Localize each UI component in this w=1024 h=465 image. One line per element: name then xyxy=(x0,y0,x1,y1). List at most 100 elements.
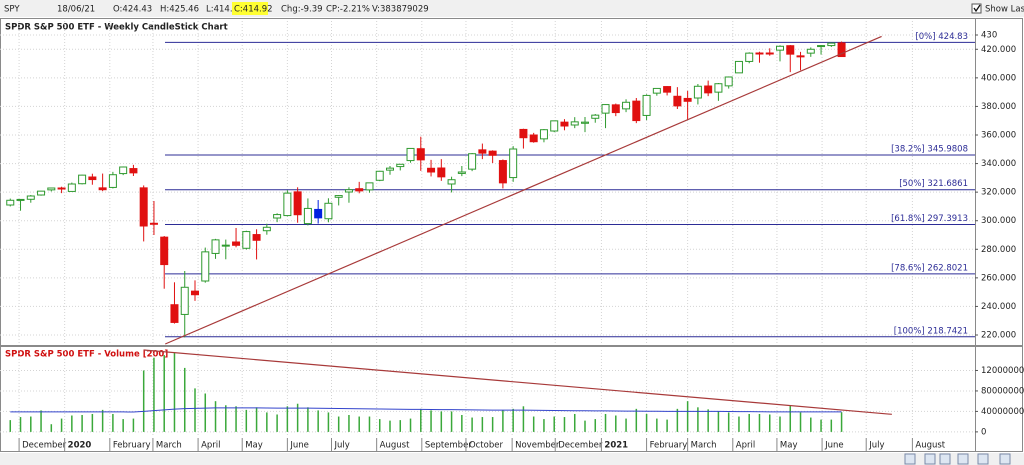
fib-label: [100%] 218.7421 xyxy=(894,326,968,336)
x-tick-label: April xyxy=(736,441,755,451)
x-tick-label: May xyxy=(780,441,798,451)
candle-body xyxy=(498,160,507,184)
y-tick-label: 220.000 xyxy=(981,331,1016,341)
volume-bar xyxy=(19,417,22,432)
close: C:414.92 xyxy=(234,5,273,15)
volume-bar xyxy=(204,393,207,432)
toolbar-button[interactable] xyxy=(939,453,951,465)
price-panel xyxy=(0,18,1023,346)
volume-bar xyxy=(60,418,63,432)
candle-body xyxy=(817,45,826,48)
volume-bar xyxy=(245,409,248,432)
volume-bar xyxy=(799,412,802,432)
volume-bar xyxy=(91,413,94,432)
y-tick-label: 320.000 xyxy=(981,188,1016,198)
candle-body xyxy=(734,60,743,74)
candle-body xyxy=(160,236,169,266)
volume-bar xyxy=(666,419,668,432)
candle-body xyxy=(776,45,784,51)
candle-body xyxy=(581,121,589,124)
candle-body xyxy=(262,226,271,232)
x-tick-label: March xyxy=(156,441,182,451)
candle-body xyxy=(344,189,353,193)
candle-body xyxy=(334,195,343,198)
volume-bar xyxy=(481,417,484,432)
x-tick-label: November xyxy=(515,441,560,451)
candle-body xyxy=(704,85,713,94)
candle-body xyxy=(98,187,107,191)
toolbar-button[interactable] xyxy=(977,453,989,465)
date: 18/06/21 xyxy=(57,5,95,15)
candle-body xyxy=(663,86,672,93)
y-tick-label: 0 xyxy=(981,427,986,437)
candle-body xyxy=(478,149,487,154)
candle-body xyxy=(88,176,97,181)
fib-label: [61.8%] 297.3913 xyxy=(891,214,968,224)
volume-bar xyxy=(645,413,648,432)
volume-bar xyxy=(563,417,566,432)
high: H:425.46 xyxy=(160,5,199,15)
candle-body xyxy=(806,48,815,54)
show-last-label[interactable]: Show Last xyxy=(985,5,1024,15)
candle-body xyxy=(191,290,199,296)
candle-body xyxy=(683,97,692,102)
volume-panel xyxy=(0,346,1023,452)
candle-body xyxy=(622,101,631,110)
candle-body xyxy=(365,182,374,191)
show-last-checkbox[interactable] xyxy=(971,3,982,14)
volume-bar xyxy=(358,416,360,432)
candle-body xyxy=(560,121,569,127)
volume-bar xyxy=(430,410,432,432)
candle-body xyxy=(539,129,548,140)
toolbar-button[interactable] xyxy=(999,453,1011,465)
volume-bar xyxy=(153,357,155,432)
volume-bar xyxy=(440,411,443,432)
x-tick-label: February xyxy=(113,441,151,451)
volume-bar xyxy=(101,409,104,432)
x-tick-label: June xyxy=(824,441,844,451)
volume-bar xyxy=(491,417,494,432)
volume-bar xyxy=(348,414,350,432)
candle-body xyxy=(221,244,230,247)
candle-body xyxy=(386,167,394,171)
volume-bar xyxy=(707,409,709,432)
symbol: SPY xyxy=(4,5,20,15)
volume-bar xyxy=(409,418,412,432)
x-tick-label: 2020 xyxy=(68,441,92,451)
x-tick-label: October xyxy=(469,441,504,451)
volume-bar xyxy=(286,406,289,432)
volume-bar xyxy=(656,418,658,432)
volume-bar xyxy=(194,388,196,432)
y-tick-label: 380.000 xyxy=(981,102,1016,112)
candle-body xyxy=(693,85,702,99)
toolbar-button[interactable] xyxy=(957,453,969,465)
candle-body xyxy=(355,188,364,192)
volume-bar xyxy=(625,418,627,432)
candle-body xyxy=(67,183,76,192)
volume-bar xyxy=(748,413,750,432)
volume-bar xyxy=(543,419,545,432)
volume-bar xyxy=(840,412,843,432)
candle-body xyxy=(745,52,754,62)
toolbar-button[interactable] xyxy=(904,453,916,465)
y-tick-label: 400.000 xyxy=(981,73,1016,83)
volume-bar xyxy=(122,419,124,432)
volume-bar xyxy=(214,401,217,432)
candle-body xyxy=(591,114,600,119)
volume-bar xyxy=(461,414,463,432)
volume-bar xyxy=(615,415,617,432)
volume-bar xyxy=(584,420,586,432)
candle-body xyxy=(796,55,805,58)
volume-bar xyxy=(830,419,833,432)
volume-bar xyxy=(502,410,504,432)
y-tick-label: 430 xyxy=(981,31,997,41)
candle-body xyxy=(78,174,87,185)
candle-body xyxy=(303,207,312,225)
x-tick-label: February xyxy=(650,441,688,451)
volume-bar xyxy=(276,414,278,432)
candle-body xyxy=(119,166,128,175)
volume-bar xyxy=(717,411,720,432)
toolbar-button[interactable] xyxy=(924,453,936,465)
candle-body xyxy=(601,104,610,114)
change: Chg:-9.39 xyxy=(281,5,323,15)
